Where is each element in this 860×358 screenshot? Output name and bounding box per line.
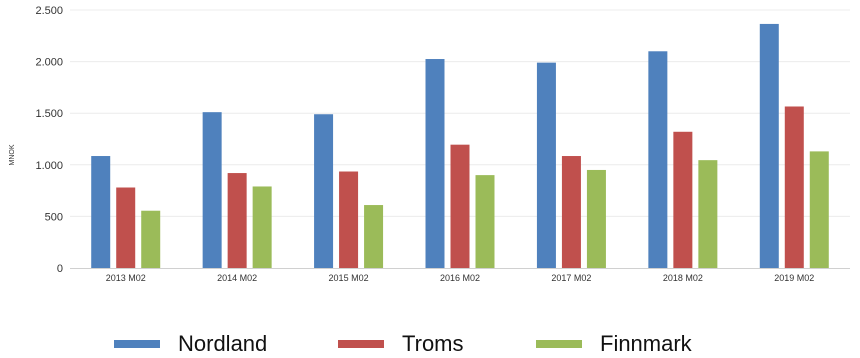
legend-label-finnmark: Finnmark [600, 331, 692, 356]
legend-item-troms: Troms [338, 330, 464, 358]
bar-finnmark [141, 210, 161, 268]
bar-troms [784, 106, 804, 268]
bar-nordland [759, 23, 779, 268]
bar-troms [116, 187, 136, 268]
bars [91, 23, 829, 269]
bar-finnmark [698, 160, 718, 268]
y-tick-label: 1.000 [35, 160, 63, 172]
gridlines [70, 9, 850, 217]
bar-troms [673, 131, 693, 268]
x-tick-label: 2013 M02 [106, 273, 146, 283]
legend-swatch-finnmark [536, 340, 582, 348]
y-axis-label: MNOK [9, 144, 16, 165]
x-tick-label: 2016 M02 [440, 273, 480, 283]
legend-swatch-troms [338, 340, 384, 348]
x-tick-label: 2017 M02 [551, 273, 591, 283]
bar-nordland [91, 156, 111, 268]
bar-troms [450, 144, 470, 268]
y-tick-label: 0 [57, 263, 63, 275]
legend-item-finnmark: Finnmark [536, 330, 692, 358]
bar-nordland [425, 59, 445, 268]
bar-finnmark [586, 169, 606, 268]
legend-label-nordland: Nordland [178, 331, 268, 356]
y-tick-label: 1.500 [35, 108, 63, 120]
y-axis: 0 500 1.000 1.500 2.000 2.500 [35, 5, 63, 275]
legend: Nordland Troms Finnmark [0, 330, 860, 358]
legend-label-troms: Troms [402, 331, 464, 356]
x-tick-label: 2014 M02 [217, 273, 257, 283]
legend-swatch-nordland [114, 340, 160, 348]
x-tick-label: 2018 M02 [663, 273, 703, 283]
bar-troms [227, 173, 247, 268]
x-tick-label: 2019 M02 [774, 273, 814, 283]
bar-nordland [536, 62, 556, 268]
bar-troms [561, 156, 581, 268]
bar-nordland [648, 51, 668, 268]
bar-finnmark [475, 175, 495, 268]
bar-finnmark [364, 205, 384, 268]
bar-troms [339, 171, 359, 268]
y-tick-label: 2.500 [35, 5, 63, 17]
bar-finnmark [252, 186, 272, 268]
y-tick-label: 500 [45, 211, 63, 223]
bar-finnmark [809, 151, 829, 268]
bar-nordland [314, 114, 334, 269]
y-tick-label: 2.000 [35, 57, 63, 69]
bar-nordland [202, 112, 222, 268]
x-tick-label: 2015 M02 [329, 273, 369, 283]
legend-item-nordland: Nordland [114, 330, 267, 358]
x-axis: 2013 M02 2014 M02 2015 M02 2016 M02 2017 M02… [106, 273, 815, 283]
